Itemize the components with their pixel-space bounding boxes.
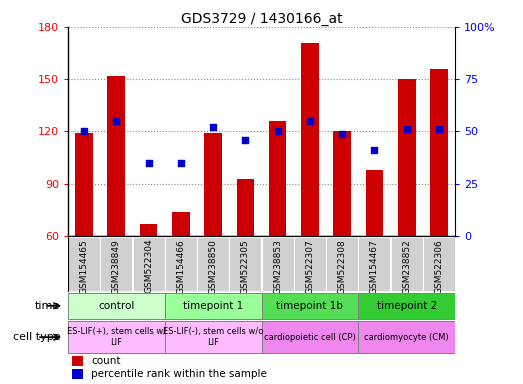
Text: percentile rank within the sample: percentile rank within the sample — [91, 369, 267, 379]
FancyBboxPatch shape — [262, 237, 293, 291]
Point — [209, 124, 218, 130]
Text: GSM238853: GSM238853 — [273, 239, 282, 294]
Text: control: control — [98, 301, 134, 311]
Title: GDS3729 / 1430166_at: GDS3729 / 1430166_at — [180, 12, 343, 26]
Text: cell type: cell type — [13, 332, 60, 342]
Point — [144, 160, 153, 166]
Bar — [333, 131, 351, 236]
Bar — [204, 133, 222, 236]
Text: cardiomyocyte (CM): cardiomyocyte (CM) — [365, 333, 449, 342]
FancyBboxPatch shape — [197, 237, 229, 291]
FancyBboxPatch shape — [68, 293, 165, 319]
FancyBboxPatch shape — [100, 237, 132, 291]
FancyBboxPatch shape — [165, 293, 262, 319]
Point — [435, 126, 443, 132]
Text: timepoint 1: timepoint 1 — [183, 301, 243, 311]
FancyBboxPatch shape — [423, 237, 455, 291]
FancyBboxPatch shape — [262, 293, 358, 319]
Bar — [108, 76, 125, 236]
Bar — [75, 133, 93, 236]
Text: GSM154466: GSM154466 — [176, 239, 185, 294]
Text: time: time — [35, 301, 60, 311]
Point — [403, 126, 411, 132]
Bar — [140, 224, 157, 236]
FancyBboxPatch shape — [262, 321, 358, 353]
Point — [338, 131, 346, 137]
Text: GSM238849: GSM238849 — [112, 239, 121, 294]
FancyBboxPatch shape — [391, 237, 423, 291]
FancyBboxPatch shape — [165, 237, 197, 291]
FancyBboxPatch shape — [68, 237, 100, 291]
Point — [274, 128, 282, 134]
Text: GSM522307: GSM522307 — [305, 239, 314, 294]
Bar — [398, 79, 415, 236]
Bar — [301, 43, 319, 236]
Point — [241, 137, 249, 143]
Text: GSM154467: GSM154467 — [370, 239, 379, 294]
Text: cardiopoietic cell (CP): cardiopoietic cell (CP) — [264, 333, 356, 342]
Text: timepoint 2: timepoint 2 — [377, 301, 437, 311]
Point — [370, 147, 379, 153]
Text: count: count — [91, 356, 121, 366]
Bar — [72, 369, 84, 379]
Text: GSM522306: GSM522306 — [435, 239, 444, 294]
FancyBboxPatch shape — [133, 237, 165, 291]
FancyBboxPatch shape — [358, 321, 455, 353]
Bar — [366, 170, 383, 236]
Point — [112, 118, 120, 124]
Point — [80, 128, 88, 134]
Bar — [269, 121, 287, 236]
FancyBboxPatch shape — [358, 237, 390, 291]
FancyBboxPatch shape — [165, 321, 262, 353]
Text: GSM238852: GSM238852 — [402, 239, 411, 294]
FancyBboxPatch shape — [358, 293, 455, 319]
Text: GSM154465: GSM154465 — [79, 239, 88, 294]
FancyBboxPatch shape — [326, 237, 358, 291]
Text: ES-LIF(-), stem cells w/o
LIF: ES-LIF(-), stem cells w/o LIF — [163, 328, 263, 347]
Text: timepoint 1b: timepoint 1b — [277, 301, 343, 311]
Bar — [172, 212, 190, 236]
Bar — [236, 179, 254, 236]
Text: ES-LIF(+), stem cells w/
LIF: ES-LIF(+), stem cells w/ LIF — [67, 328, 166, 347]
Text: GSM522308: GSM522308 — [338, 239, 347, 294]
Point — [305, 118, 314, 124]
Text: GSM238850: GSM238850 — [209, 239, 218, 294]
FancyBboxPatch shape — [230, 237, 262, 291]
FancyBboxPatch shape — [68, 321, 165, 353]
Bar — [72, 356, 84, 366]
FancyBboxPatch shape — [294, 237, 326, 291]
Text: GSM522304: GSM522304 — [144, 239, 153, 293]
Bar — [430, 69, 448, 236]
Text: GSM522305: GSM522305 — [241, 239, 250, 294]
Point — [177, 160, 185, 166]
